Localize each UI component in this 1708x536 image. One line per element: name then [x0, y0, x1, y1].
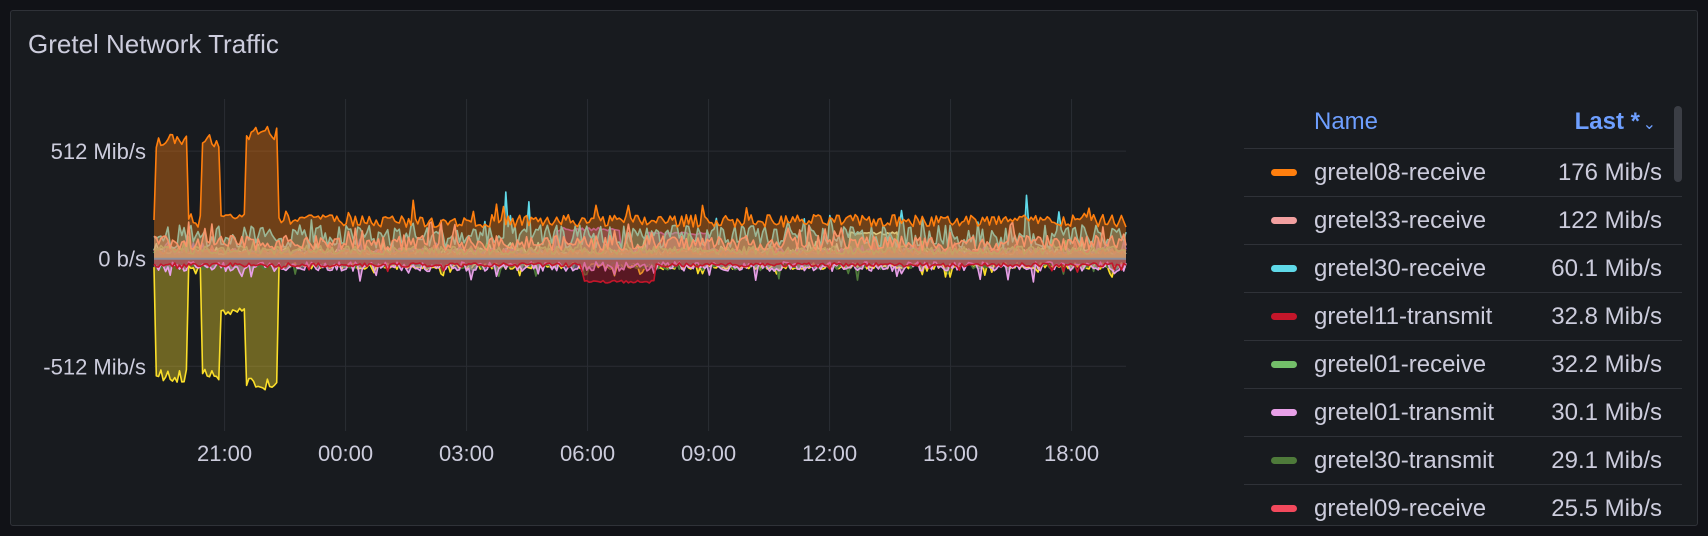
series-last-value: 25.5 Mib/s: [1551, 495, 1662, 521]
legend-row[interactable]: gretel09-receive 25.5 Mib/s: [1244, 485, 1682, 521]
series-area: [154, 220, 1126, 259]
y-tick-label: -512 Mib/s: [43, 354, 146, 379]
series-name: gretel01-receive: [1314, 351, 1487, 378]
series-line: [153, 125, 1127, 228]
panel-title: Gretel Network Traffic: [28, 29, 279, 59]
chevron-down-icon[interactable]: ⌄: [1642, 116, 1656, 133]
legend-row[interactable]: gretel30-transmit 29.1 Mib/s: [1244, 437, 1682, 485]
series-area: [154, 258, 1126, 390]
legend-col-last[interactable]: Last *: [1574, 108, 1640, 135]
series-swatch: [1271, 169, 1297, 176]
series-last-value: 30.1 Mib/s: [1551, 399, 1662, 426]
x-tick-label: 21:00: [197, 441, 252, 466]
series-swatch: [1271, 265, 1297, 272]
x-tick-label: 06:00: [560, 441, 615, 466]
series-swatch: [1271, 505, 1297, 512]
legend-row[interactable]: gretel01-transmit 30.1 Mib/s: [1244, 389, 1682, 437]
series-name: gretel01-transmit: [1314, 399, 1495, 426]
series-swatch: [1271, 361, 1297, 368]
legend-row[interactable]: gretel33-receive 122 Mib/s: [1244, 197, 1682, 245]
x-tick-label: 09:00: [681, 441, 736, 466]
series-line: [153, 261, 1127, 283]
legend-row[interactable]: gretel08-receive 176 Mib/s: [1244, 149, 1682, 197]
legend-row[interactable]: gretel11-transmit 32.8 Mib/s: [1244, 293, 1682, 341]
network-traffic-panel: Gretel Network Traffic 512 Mib/s 0 b/s -51…: [10, 10, 1698, 526]
series-name: gretel30-transmit: [1314, 447, 1495, 474]
series-swatch: [1271, 217, 1297, 224]
series-area: [154, 227, 1126, 259]
y-tick-label: 0 b/s: [98, 247, 146, 272]
legend-row[interactable]: gretel30-receive 60.1 Mib/s: [1244, 245, 1682, 293]
series-last-value: 176 Mib/s: [1557, 159, 1662, 186]
series-last-value: 32.2 Mib/s: [1551, 351, 1662, 378]
series-name: gretel11-transmit: [1314, 303, 1493, 330]
series-name: gretel33-receive: [1314, 207, 1487, 234]
x-tick-label: 18:00: [1044, 441, 1099, 466]
series-name: gretel09-receive: [1314, 495, 1487, 521]
series-last-value: 32.8 Mib/s: [1551, 303, 1662, 330]
series-line: [153, 191, 1127, 249]
series-name: gretel30-receive: [1314, 255, 1487, 282]
traffic-chart: 512 Mib/s 0 b/s -512 Mib/s 21:00 00:00 03:00 0…: [43, 99, 1127, 466]
x-tick-label: 12:00: [802, 441, 857, 466]
legend-header: Name Last * ⌄: [1244, 96, 1682, 149]
series-last-value: 29.1 Mib/s: [1551, 447, 1662, 474]
x-tick-label: 15:00: [923, 441, 978, 466]
y-tick-label: 512 Mib/s: [51, 139, 146, 164]
series-swatch: [1271, 409, 1297, 416]
series-swatch: [1271, 313, 1297, 320]
legend-row[interactable]: gretel01-receive 32.2 Mib/s: [1244, 341, 1682, 389]
x-tick-label: 00:00: [318, 441, 373, 466]
legend-col-name[interactable]: Name: [1314, 108, 1379, 135]
series-last-value: 122 Mib/s: [1557, 207, 1662, 234]
series-last-value: 60.1 Mib/s: [1551, 255, 1662, 282]
series-name: gretel08-receive: [1314, 159, 1487, 186]
series-area: [154, 126, 1126, 259]
legend-scrollbar[interactable]: [1674, 106, 1682, 182]
legend-table: Name Last * ⌄ gretel08-receive 176 Mib/s…: [1244, 96, 1682, 521]
series-line: [153, 219, 1127, 252]
series-line: [153, 262, 1127, 284]
x-tick-label: 03:00: [439, 441, 494, 466]
series-swatch: [1271, 457, 1297, 464]
